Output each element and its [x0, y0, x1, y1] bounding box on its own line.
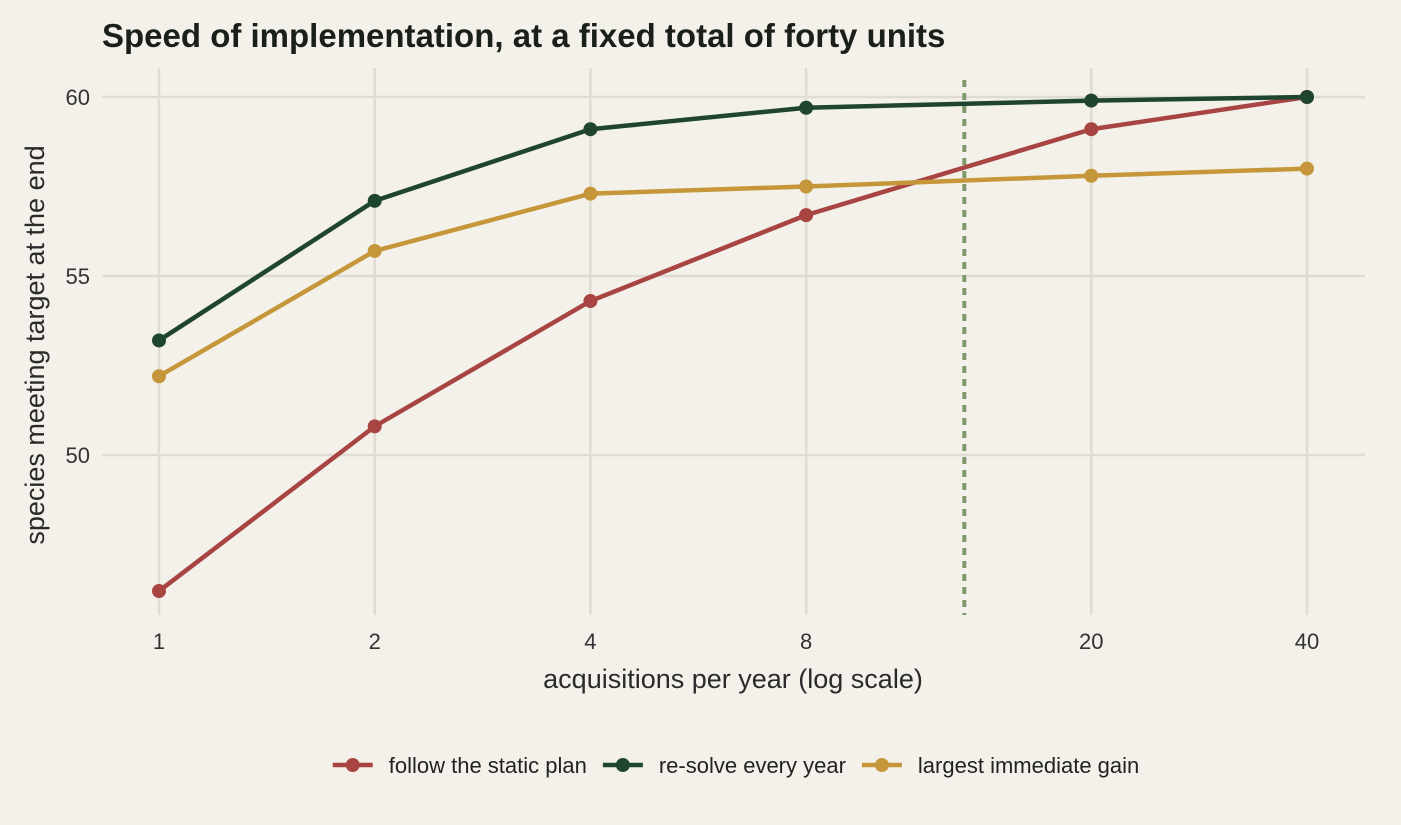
data-point [1300, 161, 1314, 176]
series-line [156, 94, 1310, 343]
data-point [583, 122, 598, 137]
series [152, 161, 1314, 384]
legend-item: follow the static plan [332, 753, 587, 778]
data-point [583, 294, 598, 309]
legend-key-marker [874, 758, 889, 772]
gridlines [102, 68, 1365, 615]
data-point [1300, 90, 1314, 104]
legend-key-marker [615, 758, 630, 772]
x-tick-label: 20 [1079, 629, 1103, 654]
legend-item: re-solve every year [602, 753, 846, 778]
legend-label: largest immediate gain [918, 753, 1139, 778]
x-tick-label: 2 [369, 629, 381, 654]
tick-labels: 1 2 4 8 20 40 50 55 60 [66, 85, 1320, 654]
y-axis-title: species meeting target at the end [20, 145, 50, 544]
series [152, 90, 1314, 348]
data-point [799, 179, 814, 194]
x-axis-title: acquisitions per year (log scale) [543, 664, 923, 694]
y-tick-label: 55 [66, 264, 90, 289]
y-tick-label: 60 [66, 85, 90, 110]
data-point [799, 208, 814, 223]
x-tick-label: 1 [153, 629, 165, 654]
x-tick-label: 40 [1295, 629, 1319, 654]
x-tick-label: 8 [800, 629, 812, 654]
data-point [1084, 122, 1099, 137]
data-point [152, 369, 166, 384]
data-point [583, 186, 598, 201]
data-point [367, 243, 382, 258]
data-point [152, 584, 166, 599]
data-point [367, 193, 382, 208]
x-tick-label: 4 [584, 629, 596, 654]
data-point [799, 100, 814, 115]
series-layer [152, 90, 1314, 599]
data-point [1084, 168, 1099, 183]
legend-label: follow the static plan [389, 753, 587, 778]
legend-key-marker [345, 758, 360, 772]
series-line [156, 166, 1310, 379]
legend-label: re-solve every year [659, 753, 846, 778]
chart-title: Speed of implementation, at a fixed tota… [102, 17, 945, 54]
data-point [152, 333, 166, 348]
y-tick-label: 50 [66, 443, 90, 468]
series [152, 90, 1314, 599]
series-line [156, 94, 1310, 594]
legend: follow the static plan re-solve every yea… [332, 753, 1139, 778]
legend-item: largest immediate gain [861, 753, 1139, 778]
data-point [1084, 93, 1099, 108]
data-point [367, 419, 382, 434]
